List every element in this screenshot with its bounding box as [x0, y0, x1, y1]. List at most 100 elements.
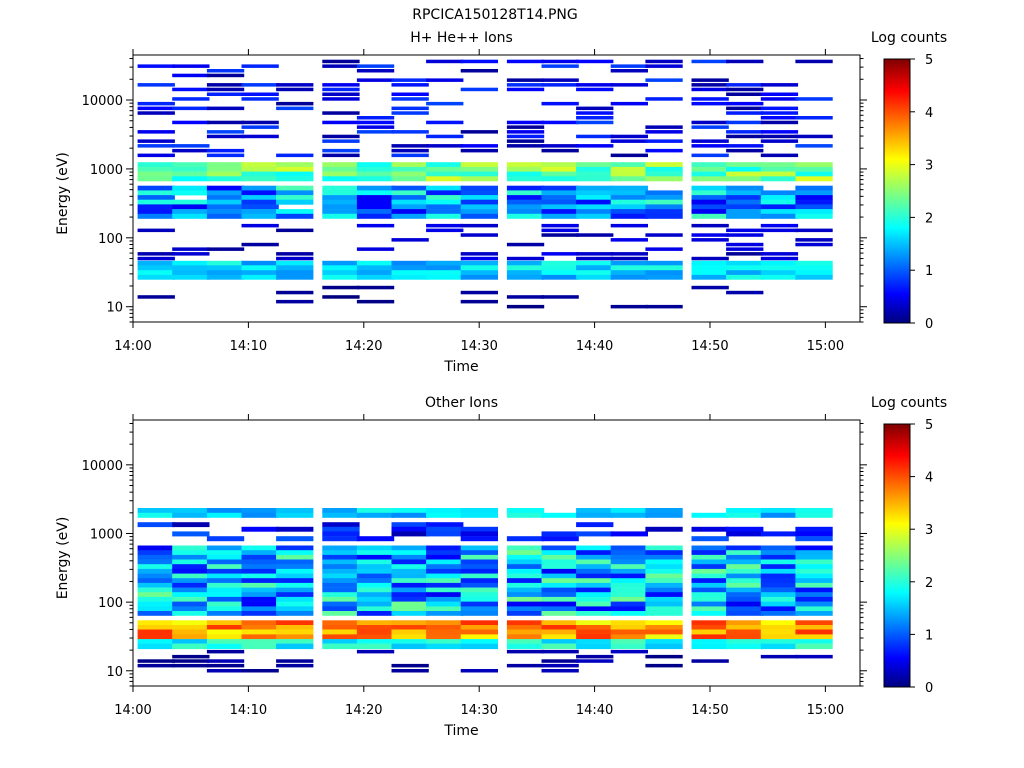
heatmap-cell [241, 97, 279, 101]
heatmap-cell [137, 295, 175, 299]
heatmap-cell [426, 606, 464, 612]
heatmap-cell [172, 578, 210, 584]
heatmap-cell [645, 78, 683, 82]
heatmap-cell [645, 199, 683, 205]
heatmap-cell [172, 260, 210, 266]
heatmap-cell [172, 148, 210, 153]
heatmap-cell [795, 185, 833, 191]
heatmap-cell [576, 120, 614, 125]
heatmap-cell [322, 592, 360, 598]
y-tick-label: 10 [106, 665, 123, 680]
x-tick-label: 14:10 [230, 703, 267, 718]
heatmap-cell [137, 106, 175, 111]
heatmap-cell [506, 270, 545, 276]
heatmap-cell [391, 629, 429, 635]
heatmap-cell [506, 144, 545, 148]
x-axis-label: Time [443, 359, 478, 375]
heatmap-cell [506, 166, 545, 172]
heatmap-cell [322, 568, 360, 574]
heatmap-cell [506, 195, 545, 201]
heatmap-cell [276, 596, 314, 602]
heatmap-cell [356, 639, 395, 644]
heatmap-cell [541, 568, 579, 574]
heatmap-cell [322, 139, 360, 143]
heatmap-cell [391, 568, 429, 574]
heatmap-cell [795, 578, 833, 584]
heatmap-cell [795, 545, 833, 551]
heatmap-cell [760, 545, 799, 551]
heatmap-cell [426, 559, 464, 565]
heatmap-cell [426, 199, 464, 205]
heatmap-cell [206, 536, 245, 542]
heatmap-cell [137, 260, 175, 266]
heatmap-cell [645, 654, 683, 659]
heatmap-cell [391, 596, 429, 602]
heatmap-cell [610, 238, 648, 242]
heatmap-cell [726, 134, 764, 139]
heatmap-cell [391, 578, 429, 584]
heatmap-cell [206, 629, 245, 635]
heatmap-cell [460, 564, 498, 570]
heatmap-cell [276, 564, 314, 570]
x-tick-label: 15:00 [807, 339, 844, 354]
heatmap-cell [760, 166, 799, 172]
heatmap-cell [760, 209, 799, 215]
heatmap-cell [241, 260, 279, 266]
heatmap-cell [691, 209, 729, 215]
heatmap-cell [610, 592, 648, 598]
heatmap-cell [356, 260, 395, 266]
heatmap-cell [137, 606, 175, 612]
heatmap-cell [795, 116, 833, 120]
heatmap-cell [726, 587, 764, 593]
heatmap-cell [691, 512, 729, 518]
heatmap-cell [391, 634, 429, 640]
heatmap-cell [541, 554, 579, 560]
heatmap-cell [691, 256, 729, 261]
heatmap-cell [172, 73, 210, 78]
heatmap-cell [356, 592, 395, 598]
x-tick-label: 14:40 [576, 339, 613, 354]
heatmap-cell [691, 199, 729, 205]
heatmap-cell [276, 270, 314, 276]
heatmap-cell [760, 592, 799, 598]
heatmap-cell [206, 601, 245, 607]
heatmap-cell [795, 144, 833, 148]
heatmap-cell [576, 596, 614, 602]
heatmap-cell [576, 643, 614, 650]
heatmap-cell [645, 176, 683, 182]
heatmap-cell [541, 531, 579, 537]
heatmap-cell [426, 578, 464, 584]
heatmap-cell [391, 148, 429, 153]
heatmap-cell [137, 522, 175, 528]
heatmap-cell [206, 663, 245, 668]
heatmap-cell [645, 578, 683, 584]
heatmap-cell [645, 620, 683, 626]
heatmap-cell [541, 120, 579, 125]
y-axis-label: Energy (eV) [55, 517, 71, 600]
heatmap-cell [726, 87, 764, 92]
heatmap-cell [206, 550, 245, 556]
heatmap-cell [576, 606, 614, 612]
heatmap-cell [276, 213, 314, 219]
heatmap-cell [760, 601, 799, 607]
heatmap-cell [760, 587, 799, 593]
heatmap-cell [760, 130, 799, 134]
heatmap-cell [426, 512, 464, 518]
heatmap-cell [795, 564, 833, 570]
heatmap-cell [322, 111, 360, 115]
heatmap-cell [241, 274, 279, 280]
heatmap-cell [726, 130, 764, 134]
heatmap-cell [691, 587, 729, 593]
heatmap-cell [506, 554, 545, 560]
heatmap-cell [356, 209, 395, 215]
heatmap-cell [206, 643, 245, 650]
heatmap-cell [356, 69, 395, 73]
heatmap-cell [426, 270, 464, 276]
heatmap-cell [691, 601, 729, 607]
colorbar-tick-label: 5 [925, 53, 933, 68]
heatmap-cell [645, 166, 683, 172]
heatmap-cell [576, 620, 614, 626]
heatmap-cell [172, 199, 210, 205]
heatmap-cell [276, 209, 314, 215]
